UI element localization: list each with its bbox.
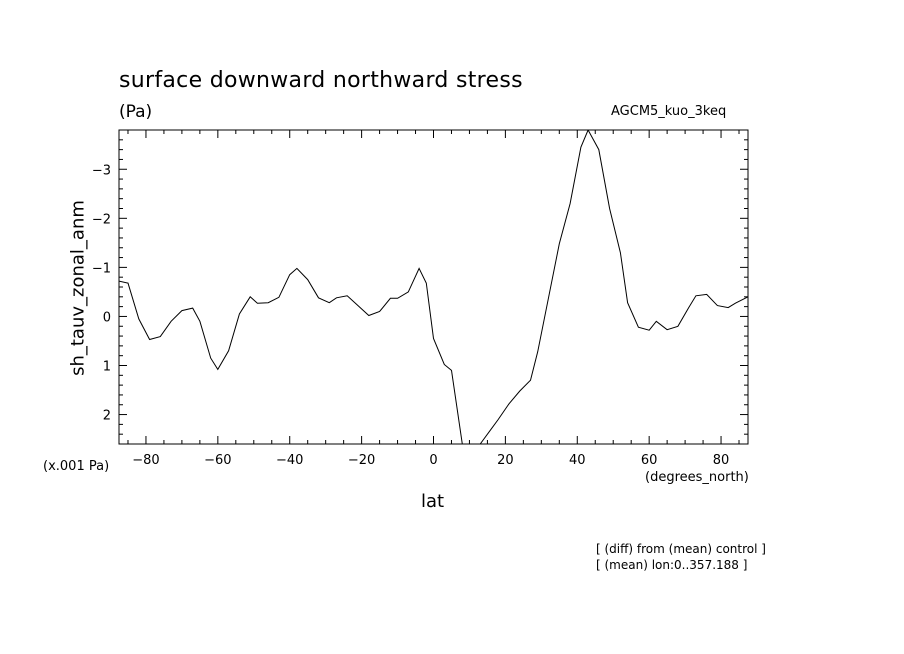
x-tick-label: 0 xyxy=(429,453,437,468)
model-label: AGCM5_kuo_3keq xyxy=(611,104,727,119)
x-axis-label: lat xyxy=(421,491,445,512)
y-multiplier-label: (x.001 Pa) xyxy=(43,459,110,474)
note-diff: [ (diff) from (mean) control ] xyxy=(596,542,766,556)
y-tick-label: −3 xyxy=(92,163,111,178)
ticks-group xyxy=(119,129,748,445)
x-tick-label: 40 xyxy=(569,453,586,468)
y-tick-label: −2 xyxy=(92,212,111,227)
x-tick-label: 20 xyxy=(497,453,514,468)
x-unit-label: (degrees_north) xyxy=(645,470,749,485)
tick-labels-group: −80 −60 −40 −20 0 20 40 60 80 2 1 0 −1 −2 −3 xyxy=(92,163,729,468)
plot-frame xyxy=(118,129,749,445)
y-tick-label: 2 xyxy=(103,409,111,424)
x-tick-label: 80 xyxy=(713,453,730,468)
note-mean: [ (mean) lon:0..357.188 ] xyxy=(596,558,748,572)
y-tick-label: 0 xyxy=(103,310,111,325)
series-line xyxy=(119,130,748,444)
y-tick-label: −1 xyxy=(92,261,111,276)
x-tick-label: −80 xyxy=(132,453,159,468)
x-tick-label: −60 xyxy=(204,453,231,468)
units-label: (Pa) xyxy=(119,102,153,122)
x-tick-label: −40 xyxy=(276,453,303,468)
chart-title: surface downward northward stress xyxy=(119,68,523,93)
x-tick-label: 60 xyxy=(641,453,658,468)
x-tick-label: −20 xyxy=(348,453,375,468)
y-tick-label: 1 xyxy=(103,360,111,375)
